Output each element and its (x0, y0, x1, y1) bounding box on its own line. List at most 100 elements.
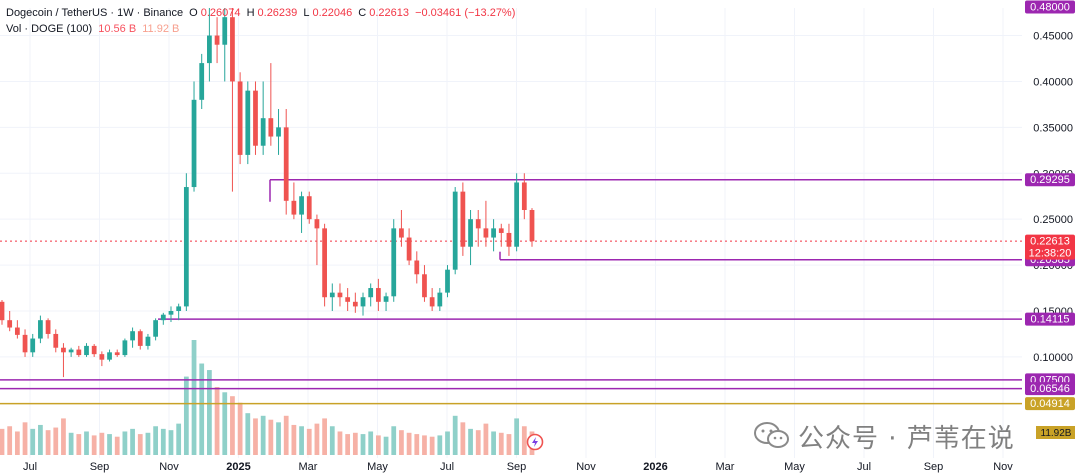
candle-body (237, 81, 243, 155)
candle-body (7, 320, 13, 328)
time-axis[interactable]: Jul Sep Nov 2025 Mar May Jul Sep Nov 2026 Mar May Ju… (23, 461, 1013, 473)
price-tick-label: 0.25000 (1033, 214, 1073, 226)
time-tick-label: Nov (159, 461, 179, 473)
candle-body (260, 118, 266, 146)
candle-body (61, 347, 66, 353)
volume-bar (22, 422, 28, 455)
volume-bar (68, 432, 74, 455)
price-tick-label: 0.35000 (1033, 122, 1073, 134)
candle-body (375, 288, 381, 302)
price-tick-label: 0.10000 (1033, 352, 1073, 364)
volume-bar (84, 431, 89, 455)
candle-body (137, 331, 143, 346)
volume-bar (283, 415, 289, 455)
volume-bar (506, 434, 512, 455)
price-tags: 0.480000.292950.205850.141150.075000.065… (1025, 0, 1075, 439)
candle-body (145, 336, 151, 346)
candle-body (414, 260, 420, 275)
volume-bar (468, 428, 473, 455)
volume-bar (406, 432, 412, 455)
candle-body (460, 191, 466, 247)
symbol-legend[interactable]: Dogecoin / TetherUS · 1W · Binance O 0.26… (6, 6, 518, 20)
candle-body (168, 311, 174, 315)
volume-bar (491, 431, 496, 455)
candle-body (345, 297, 351, 302)
volume-bar (429, 436, 435, 455)
volume-bar (253, 418, 258, 455)
level-price-tag: 0.14115 (1031, 314, 1070, 326)
volume-bar (483, 423, 489, 455)
candle-body (506, 232, 512, 247)
candle-body (368, 288, 374, 298)
volume-bar (268, 419, 274, 455)
volume-bar (30, 428, 36, 455)
time-tick-label: 2026 (643, 461, 667, 473)
volume-bar (276, 422, 281, 455)
candle-body (84, 345, 89, 356)
volume-bar (260, 415, 266, 455)
candle-body (268, 118, 274, 137)
candle-body (429, 297, 435, 307)
volume-bar (130, 428, 135, 455)
volume-bar (191, 340, 197, 455)
current-price-tag: 0.22613 (1030, 236, 1070, 248)
candle-body (468, 219, 473, 247)
candle-body (422, 274, 427, 298)
price-tick-label: 0.40000 (1033, 76, 1073, 88)
volume-bar (383, 436, 389, 455)
level-price-tag-bg (1025, 312, 1075, 326)
candle-body (383, 296, 389, 302)
volume-bar (114, 436, 120, 455)
volume-bar (345, 434, 351, 455)
candle-body (45, 320, 51, 334)
candle-body (99, 354, 105, 360)
candle-body (514, 182, 520, 247)
change-value: −0.03461 (−13.27%) (415, 7, 516, 19)
volume-bar (368, 431, 374, 455)
volume-bar (291, 424, 297, 455)
candle-body (291, 200, 297, 215)
volume-bar (14, 431, 20, 455)
candle-body (153, 320, 159, 337)
candle-body (391, 228, 397, 297)
volume-bar (452, 415, 458, 455)
volume-bar (214, 387, 220, 455)
candle-body (337, 292, 343, 298)
candle-body (475, 219, 481, 229)
volume-bar (299, 426, 304, 455)
candle-body (14, 327, 20, 335)
volume-legend[interactable]: Vol · DOGE (100) 10.56 B 11.92 B (6, 22, 182, 36)
level-price-tag-bg (1025, 173, 1075, 187)
volume-bar (160, 428, 166, 455)
volume-bar (391, 426, 397, 455)
candle-body (160, 314, 166, 321)
volume-bar (437, 435, 443, 455)
volume-bar (199, 363, 205, 455)
volume-bar (153, 426, 159, 455)
time-tick-label: Sep (507, 461, 527, 473)
volume-bar (122, 431, 128, 455)
volume-bar (145, 432, 151, 455)
candle-body (38, 320, 43, 339)
time-tick-label: Mar (299, 461, 318, 473)
replay-icon[interactable] (526, 433, 544, 451)
candle-body (230, 17, 235, 82)
candle-body (452, 191, 458, 270)
candle-body (207, 35, 212, 64)
volume-bar (322, 418, 327, 455)
volume-bar (414, 434, 420, 455)
candle-body (306, 196, 312, 220)
open-label: O (189, 7, 198, 19)
candle-body (114, 352, 120, 356)
candle-body (107, 352, 112, 360)
volume-bar (352, 432, 358, 455)
high-value: 0.26239 (257, 7, 298, 19)
volume-bar (514, 418, 520, 455)
horizontal-levels (0, 178, 1022, 405)
level-price-tag-bg (1025, 397, 1075, 411)
volume-bar (53, 427, 59, 455)
candle-body (0, 301, 5, 321)
candle-body (498, 228, 504, 233)
time-tick-label: May (367, 461, 388, 473)
